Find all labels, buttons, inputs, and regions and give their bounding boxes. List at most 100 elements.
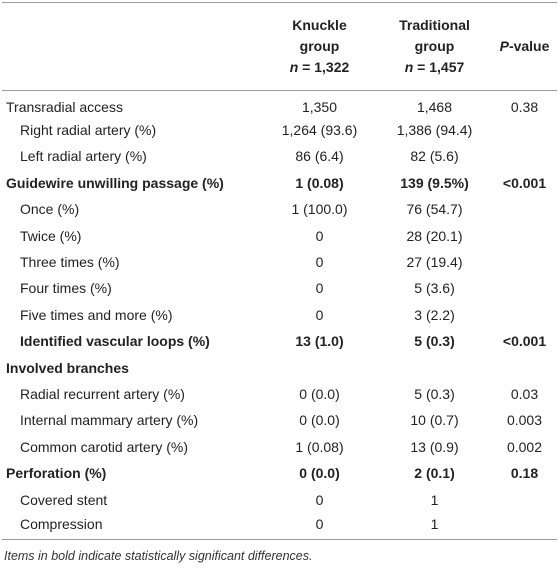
row-label: Transradial access — [6, 98, 123, 115]
value-cell — [492, 275, 557, 301]
row-label: Radial recurrent artery (%) — [20, 385, 185, 402]
table-row: Identified vascular loops (%) 13 (1.0) 5 (… — [2, 328, 557, 354]
header-cell — [2, 2, 262, 91]
value-cell: 1,386 (94.4) — [396, 122, 473, 139]
header-title: group — [414, 38, 455, 54]
value-cell: 2 (0.1) — [414, 465, 455, 482]
table-row: Transradial access 1,350 1,468 0.38 — [2, 91, 557, 117]
data-table: Knuckle group n = 1,322 Traditional group n =… — [2, 2, 557, 540]
table-row: Three times (%) 0 27 (19.4) — [2, 249, 557, 275]
value-cell: 0 — [315, 280, 324, 297]
value-cell: 1 (0.08) — [295, 438, 344, 455]
header-cell: Traditional group n = 1,457 — [377, 2, 492, 91]
value-cell — [492, 222, 557, 248]
value-cell: 28 (20.1) — [406, 227, 463, 244]
value-cell: 0.002 — [506, 438, 543, 455]
value-cell — [492, 486, 557, 512]
row-label: Twice (%) — [20, 227, 82, 244]
value-cell: 76 (54.7) — [406, 201, 463, 218]
table-row: Involved branches — [2, 354, 557, 380]
value-cell: 1 (100.0) — [291, 201, 348, 218]
table-row: Covered stent 0 1 — [2, 486, 557, 512]
table-row: Five times and more (%) 0 3 (2.2) — [2, 302, 557, 328]
header-title: Traditional — [399, 17, 470, 33]
row-label: Once (%) — [20, 201, 80, 218]
row-label: Guidewire unwilling passage (%) — [6, 174, 224, 191]
value-cell: 5 (3.6) — [414, 280, 455, 297]
value-cell: <0.001 — [502, 174, 547, 191]
table-row: Internal mammary artery (%) 0 (0.0) 10 (0.… — [2, 407, 557, 433]
row-label: Covered stent — [20, 491, 108, 508]
value-cell: 1,468 — [416, 98, 453, 115]
value-cell: 1 — [430, 491, 439, 508]
value-cell: 0 (0.0) — [299, 465, 340, 482]
row-label: Identified vascular loops (%) — [20, 333, 210, 350]
value-cell — [492, 196, 557, 222]
value-cell: 0 — [315, 306, 324, 323]
value-cell: <0.001 — [502, 333, 547, 350]
value-cell — [262, 354, 377, 380]
sample-size: = 1,457 — [417, 59, 465, 75]
sample-symbol: n — [404, 59, 414, 75]
table-row: Four times (%) 0 5 (3.6) — [2, 275, 557, 301]
value-cell — [492, 512, 557, 540]
value-cell — [377, 354, 492, 380]
table-row: Left radial artery (%) 86 (6.4) 82 (5.6) — [2, 143, 557, 169]
row-label: Three times (%) — [20, 254, 120, 271]
value-cell — [492, 249, 557, 275]
p-symbol: P — [499, 38, 509, 54]
value-cell: 0.38 — [510, 98, 539, 115]
value-cell: 0 — [315, 491, 324, 508]
value-cell: 82 (5.6) — [410, 148, 459, 165]
value-cell: 0.18 — [510, 465, 539, 482]
footnote: Items in bold indicate statistically sig… — [4, 548, 313, 563]
value-cell: 0 — [262, 512, 377, 540]
value-cell: 13 (1.0) — [295, 333, 344, 350]
header-row: Knuckle group n = 1,322 Traditional group n =… — [2, 2, 557, 91]
value-cell: 0.03 — [510, 385, 539, 402]
header-title: -value — [508, 38, 550, 54]
value-cell — [492, 354, 557, 380]
value-cell: 86 (6.4) — [295, 148, 344, 165]
header-cell: P-value — [492, 2, 557, 91]
table-row: Perforation (%) 0 (0.0) 2 (0.1) 0.18 — [2, 460, 557, 486]
row-label: Compression — [2, 512, 262, 540]
sample-symbol: n — [289, 59, 299, 75]
value-cell — [492, 143, 557, 169]
value-cell: 1 (0.08) — [295, 174, 344, 191]
table-row: Once (%) 1 (100.0) 76 (54.7) — [2, 196, 557, 222]
value-cell: 0 (0.0) — [299, 412, 340, 429]
sample-size: = 1,322 — [302, 59, 350, 75]
table-row: Guidewire unwilling passage (%) 1 (0.08) 1… — [2, 170, 557, 196]
value-cell — [492, 117, 557, 143]
value-cell: 13 (0.9) — [410, 438, 459, 455]
row-label: Common carotid artery (%) — [20, 438, 189, 455]
value-cell: 1,350 — [301, 98, 338, 115]
table-row: Radial recurrent artery (%) 0 (0.0) 5 (0.3… — [2, 381, 557, 407]
value-cell: 1,264 (93.6) — [281, 122, 358, 139]
header-title: Knuckle — [292, 17, 347, 33]
header-title: group — [299, 38, 340, 54]
row-label: Involved branches — [6, 359, 129, 376]
table-row: Twice (%) 0 28 (20.1) — [2, 222, 557, 248]
table-row: Right radial artery (%) 1,264 (93.6) 1,386… — [2, 117, 557, 143]
row-label: Perforation (%) — [6, 465, 107, 482]
value-cell: 139 (9.5%) — [400, 174, 469, 191]
table-body: Transradial access 1,350 1,468 0.38 Right ra… — [2, 91, 557, 540]
value-cell: 5 (0.3) — [414, 385, 455, 402]
row-label: Right radial artery (%) — [20, 122, 157, 139]
value-cell: 10 (0.7) — [410, 412, 459, 429]
value-cell: 1 — [377, 512, 492, 540]
value-cell: 0 — [315, 227, 324, 244]
table-row: Common carotid artery (%) 1 (0.08) 13 (0.9… — [2, 434, 557, 460]
value-cell: 0 (0.0) — [299, 385, 340, 402]
row-label: Four times (%) — [20, 280, 112, 297]
header-cell: Knuckle group n = 1,322 — [262, 2, 377, 91]
table-row: Compression 0 1 — [2, 512, 557, 540]
value-cell: 3 (2.2) — [414, 306, 455, 323]
row-label: Internal mammary artery (%) — [20, 412, 199, 429]
row-label: Left radial artery (%) — [20, 148, 147, 165]
value-cell — [492, 302, 557, 328]
value-cell: 5 (0.3) — [414, 333, 455, 350]
